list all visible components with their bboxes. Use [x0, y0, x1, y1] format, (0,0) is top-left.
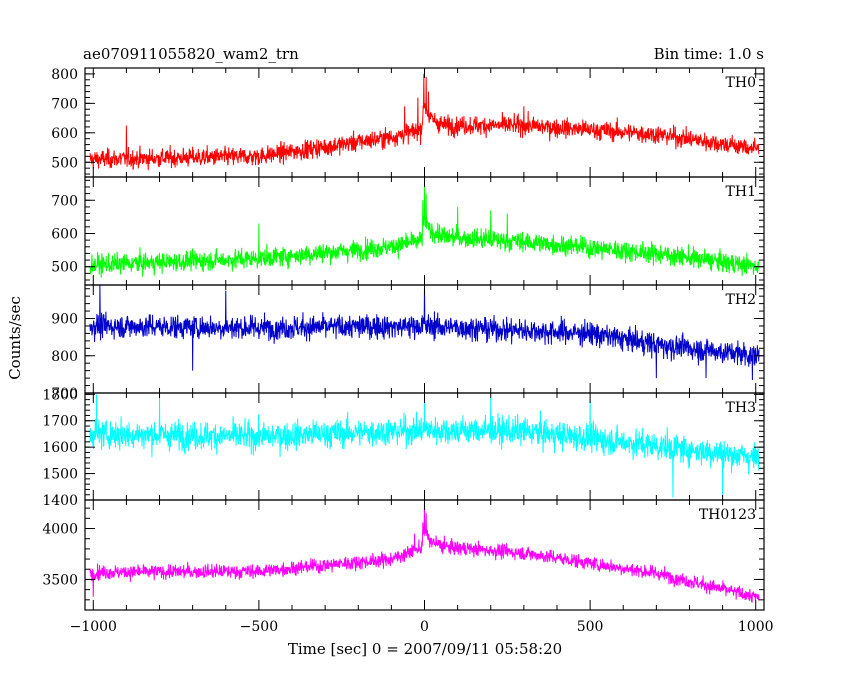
y-tick-label: 700 [51, 96, 78, 112]
panel-name-label: TH0123 [699, 507, 756, 523]
x-tick-label: 0 [420, 619, 429, 635]
y-tick-label: 4000 [42, 522, 78, 538]
header-right-title: Bin time: 1.0 s [654, 45, 764, 63]
panel-name-label: TH3 [726, 400, 756, 416]
series-line-th2 [89, 285, 760, 380]
y-tick-label: 800 [51, 349, 78, 365]
panel-th0123: 3500 4000 TH0123 [42, 499, 765, 611]
panel-th3: 1400 1500 1600 1700 1800 TH3 [42, 387, 765, 509]
panel-th2: 700 800 900 TH2 [51, 284, 765, 402]
y-tick-label: 600 [51, 126, 78, 142]
series-line-th0123 [89, 503, 760, 603]
x-tick-label: 500 [577, 619, 604, 635]
y-tick-label: 900 [51, 312, 78, 328]
panel-name-label: TH2 [726, 292, 756, 308]
x-axis-label: Time [sec] 0 = 2007/09/11 05:58:20 [288, 640, 562, 658]
y-tick-label: 1600 [42, 440, 78, 456]
series-line-th1 [89, 180, 760, 278]
panel-name-label: TH0 [726, 75, 756, 91]
panels-group: 500 600 700 800 TH0 500 600 700 TH1 700 800 900 TH2 1… [42, 67, 765, 611]
x-tick-label: 1000 [738, 619, 774, 635]
panel-th0: 500 600 700 800 TH0 [51, 67, 765, 178]
y-tick-label: 800 [51, 67, 78, 83]
x-tick-label: −500 [240, 619, 278, 635]
x-axis: −1000 −500 0 500 1000 [70, 619, 774, 635]
y-tick-label: 500 [51, 260, 78, 276]
y-tick-label: 500 [51, 155, 78, 171]
x-tick-label: −1000 [70, 619, 117, 635]
panel-th1: 500 600 700 TH1 [51, 176, 765, 286]
y-tick-label: 1400 [42, 493, 78, 509]
y-tick-label: 1800 [42, 387, 78, 403]
series-line-th3 [89, 394, 760, 498]
y-tick-label: 1700 [42, 414, 78, 430]
series-line-th0 [89, 73, 760, 171]
panel-name-label: TH1 [726, 184, 756, 200]
y-tick-label: 700 [51, 193, 78, 209]
y-tick-label: 700 [51, 386, 78, 402]
y-tick-label: 1500 [42, 467, 78, 483]
y-axis-label: Counts/sec [6, 296, 24, 380]
y-tick-label: 3500 [42, 572, 78, 588]
header-left-title: ae070911055820_wam2_trn [83, 45, 299, 63]
y-tick-label: 600 [51, 226, 78, 242]
